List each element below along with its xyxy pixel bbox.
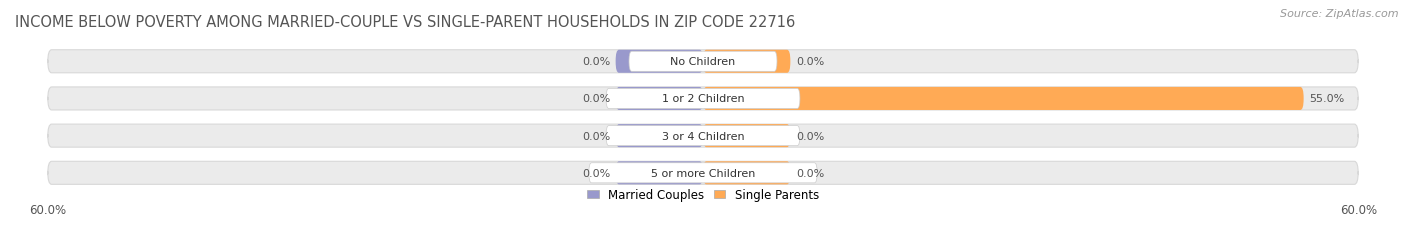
Text: 1 or 2 Children: 1 or 2 Children — [662, 94, 744, 104]
Text: 55.0%: 55.0% — [1309, 94, 1344, 104]
Text: 0.0%: 0.0% — [582, 168, 610, 178]
Text: 0.0%: 0.0% — [582, 57, 610, 67]
FancyBboxPatch shape — [703, 162, 790, 185]
FancyBboxPatch shape — [616, 51, 703, 73]
Text: 0.0%: 0.0% — [796, 57, 824, 67]
Text: 0.0%: 0.0% — [796, 131, 824, 141]
FancyBboxPatch shape — [703, 51, 790, 73]
FancyBboxPatch shape — [703, 125, 790, 148]
FancyBboxPatch shape — [628, 52, 778, 72]
FancyBboxPatch shape — [606, 126, 800, 146]
Text: INCOME BELOW POVERTY AMONG MARRIED-COUPLE VS SINGLE-PARENT HOUSEHOLDS IN ZIP COD: INCOME BELOW POVERTY AMONG MARRIED-COUPL… — [15, 15, 796, 30]
FancyBboxPatch shape — [703, 88, 1303, 110]
FancyBboxPatch shape — [48, 51, 1358, 73]
Text: 5 or more Children: 5 or more Children — [651, 168, 755, 178]
FancyBboxPatch shape — [48, 162, 1358, 185]
Legend: Married Couples, Single Parents: Married Couples, Single Parents — [586, 188, 820, 201]
FancyBboxPatch shape — [48, 125, 1358, 148]
Text: 0.0%: 0.0% — [582, 131, 610, 141]
FancyBboxPatch shape — [48, 88, 1358, 110]
Text: 3 or 4 Children: 3 or 4 Children — [662, 131, 744, 141]
FancyBboxPatch shape — [616, 162, 703, 185]
FancyBboxPatch shape — [606, 89, 800, 109]
Text: 0.0%: 0.0% — [796, 168, 824, 178]
Text: Source: ZipAtlas.com: Source: ZipAtlas.com — [1281, 9, 1399, 19]
FancyBboxPatch shape — [616, 125, 703, 148]
Text: No Children: No Children — [671, 57, 735, 67]
FancyBboxPatch shape — [589, 163, 817, 183]
FancyBboxPatch shape — [616, 88, 703, 110]
Text: 0.0%: 0.0% — [582, 94, 610, 104]
